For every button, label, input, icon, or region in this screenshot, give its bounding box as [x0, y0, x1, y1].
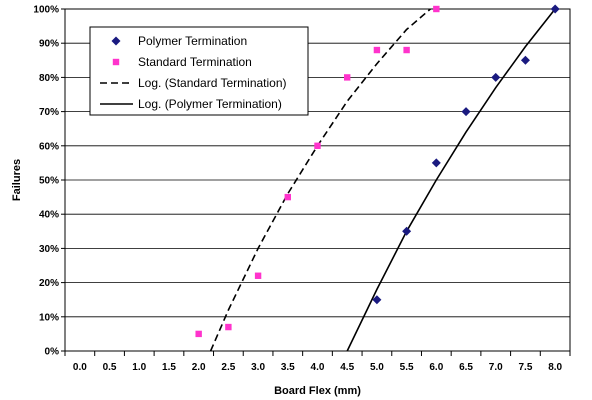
legend-label: Standard Termination [138, 55, 252, 69]
data-markers [195, 4, 560, 338]
marker-standard-termination [254, 272, 262, 279]
y-tick-label: 40% [39, 210, 59, 221]
y-tick-label: 50% [39, 176, 59, 187]
marker-polymer-termination [431, 158, 441, 168]
marker-standard-termination [403, 46, 410, 54]
marker-polymer-termination [550, 4, 560, 14]
y-tick-label: 90% [39, 39, 59, 50]
y-tick-label: 20% [39, 278, 59, 289]
x-tick-label: 2.0 [192, 362, 206, 373]
x-tick-label: 7.5 [518, 362, 532, 373]
y-tick-label: 10% [39, 312, 59, 323]
x-axis-title: Board Flex (mm) [274, 385, 361, 397]
legend-label: Log. (Polymer Termination) [138, 97, 282, 111]
x-tick-label: 1.0 [132, 362, 146, 373]
x-tick-label: 7.0 [489, 362, 503, 373]
legend-label: Polymer Termination [138, 34, 247, 48]
y-tick-label: 80% [39, 73, 59, 84]
y-tick-label: 70% [39, 107, 59, 118]
x-tick-label: 6.0 [429, 362, 443, 373]
x-tick-label: 3.0 [251, 362, 265, 373]
marker-polymer-termination [402, 226, 412, 236]
legend-swatch-marker [111, 36, 121, 46]
x-tick-label: 1.5 [162, 362, 176, 373]
marker-standard-termination [344, 74, 351, 81]
marker-standard-termination [284, 193, 291, 201]
y-axis-title: Failures [11, 159, 23, 201]
x-tick-label: 3.5 [281, 362, 295, 373]
x-tick-label: 4.5 [340, 362, 354, 373]
x-tick-label: 8.0 [548, 362, 562, 373]
legend-label: Log. (Standard Termination) [138, 76, 287, 90]
y-tick-label: 100% [33, 5, 59, 16]
x-tick-label: 2.5 [221, 362, 235, 373]
legend-swatch-marker [112, 58, 120, 66]
y-tick-label: 0% [45, 347, 60, 358]
marker-polymer-termination [461, 107, 471, 117]
marker-polymer-termination [372, 295, 382, 305]
marker-standard-termination [373, 46, 381, 54]
x-tick-label: 0.5 [103, 362, 117, 373]
x-tick-label: 5.0 [370, 362, 384, 373]
x-tick-label: 4.0 [311, 362, 325, 373]
y-axis-ticks: 0% 10% 20% 30% 40% 50% 60% 70% 80% 90% 100% [33, 5, 65, 358]
marker-standard-termination [433, 5, 440, 13]
x-tick-label: 5.5 [400, 362, 414, 373]
legend: Polymer Termination Standard Termination L… [89, 26, 309, 116]
marker-polymer-termination [491, 72, 501, 82]
x-tick-label: 6.5 [459, 362, 473, 373]
legend-box [89, 26, 309, 116]
marker-standard-termination [195, 330, 202, 338]
y-tick-label: 60% [39, 141, 59, 152]
marker-polymer-termination [520, 55, 530, 65]
x-axis-ticks: 0.0 0.5 1.0 1.5 2.0 2.5 3.0 3.5 4.0 4.5 5.0 5.5 6.0 6… [64, 351, 571, 373]
y-tick-label: 30% [39, 244, 59, 255]
marker-standard-termination [314, 142, 321, 149]
trendline-log-polymer-termination [346, 9, 556, 351]
x-tick-label: 0.0 [73, 362, 87, 373]
marker-standard-termination [225, 323, 232, 331]
